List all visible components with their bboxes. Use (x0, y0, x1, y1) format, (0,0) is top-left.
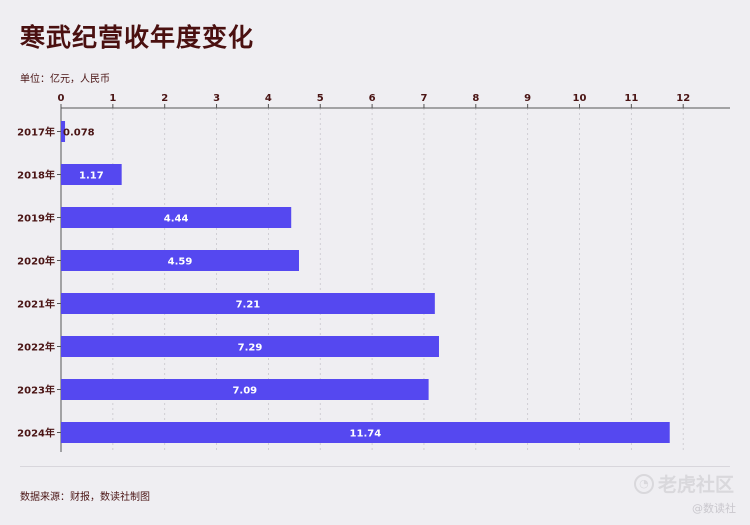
y-tick-label: 2021年 (17, 298, 55, 311)
bar (61, 164, 122, 185)
data-label: 7.09 (232, 386, 257, 397)
bar (61, 336, 439, 357)
bar (61, 250, 299, 271)
x-tick-label: 11 (624, 93, 638, 104)
data-label: 4.44 (164, 214, 189, 225)
x-tick-label: 0 (58, 93, 65, 104)
data-label: 0.078 (63, 128, 95, 139)
x-tick-label: 12 (676, 93, 690, 104)
watermark-text: 老虎社区 (657, 474, 734, 496)
x-tick-label: 10 (573, 93, 587, 104)
x-tick-label: 1 (109, 93, 116, 104)
data-label: 1.17 (79, 171, 104, 182)
data-label: 11.74 (350, 429, 382, 440)
x-tick-label: 3 (213, 93, 220, 104)
data-source: 数据来源：财报，数读社制图 (20, 492, 150, 503)
y-tick-label: 2022年 (17, 341, 55, 354)
data-label: 7.21 (236, 300, 261, 311)
x-tick-label: 4 (265, 93, 272, 104)
tiger-logo-icon: ◔ (633, 473, 654, 494)
x-tick-label: 6 (369, 93, 376, 104)
x-tick-label: 8 (472, 93, 479, 104)
y-tick-label: 2020年 (17, 255, 55, 268)
unit-label: 单位：亿元，人民币 (20, 74, 110, 85)
bar (61, 207, 292, 228)
y-tick-label: 2018年 (17, 169, 55, 182)
bar (61, 379, 429, 400)
bar (61, 293, 435, 314)
bar (61, 422, 670, 443)
x-tick-label: 7 (420, 93, 427, 104)
y-tick-label: 2024年 (17, 427, 55, 440)
bar (61, 121, 66, 142)
y-tick-label: 2019年 (17, 212, 55, 225)
watermark: ◔ 老虎社区 (633, 470, 734, 497)
chart-title: 寒武纪营收年度变化 (20, 23, 255, 52)
y-tick-label: 2017年 (17, 126, 55, 139)
footer-divider (20, 466, 730, 467)
x-tick-label: 2 (161, 93, 168, 104)
x-tick-label: 9 (524, 93, 531, 104)
y-tick-label: 2023年 (17, 384, 55, 397)
data-label: 7.29 (238, 343, 263, 354)
data-label: 4.59 (168, 257, 193, 268)
watermark-sub: @数读社 (692, 502, 736, 515)
x-tick-label: 5 (317, 93, 324, 104)
